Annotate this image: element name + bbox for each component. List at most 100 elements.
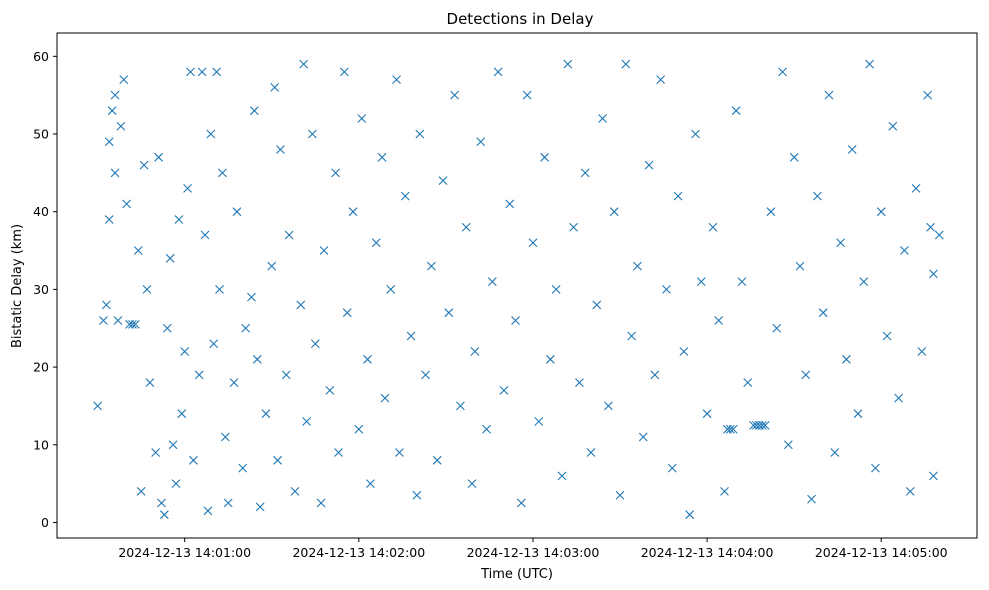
data-point [586,448,596,457]
data-point [575,378,584,388]
data-point [395,448,404,457]
data-point [534,417,544,426]
data-point [151,448,161,457]
data-point [157,498,166,508]
data-point [392,75,401,85]
data-point [189,455,198,465]
x-tick-label: 2024-12-13 14:03:00 [467,545,600,560]
data-point [934,230,944,240]
data-point [569,222,578,232]
y-tick-label: 10 [33,437,49,452]
data-point [757,420,767,430]
data-point [400,191,410,201]
data-point [354,424,364,434]
data-point [334,448,343,457]
data-point [377,152,387,162]
data-point [728,424,738,434]
data-point [232,207,242,217]
data-point [162,323,172,333]
data-point [487,277,497,287]
data-point [252,354,262,364]
data-point [281,370,291,380]
data-point [122,199,132,209]
data-point [627,331,637,341]
data-point [308,129,317,139]
data-point [871,463,880,473]
data-point [215,284,224,294]
data-point [255,502,265,512]
data-point [720,486,729,496]
data-point [667,463,677,473]
data-point [380,393,390,403]
data-point [778,67,787,77]
data-point [615,490,625,500]
data-point [598,114,608,123]
data-point [708,222,718,232]
data-point [218,168,227,178]
data-point [894,393,904,403]
data-point [905,486,915,496]
x-axis-label: Time (UTC) [480,567,553,582]
data-point [197,67,207,77]
data-point [522,90,532,100]
data-point [386,284,396,294]
data-point [110,168,120,178]
data-point [247,292,256,302]
data-point [725,424,735,434]
data-point [926,222,935,232]
data-point [679,347,689,356]
data-point [212,67,222,77]
data-point [456,401,465,411]
data-point [580,168,590,178]
x-tick-label: 2024-12-13 14:02:00 [292,545,425,560]
data-point [830,448,840,457]
data-point [110,90,120,100]
data-point [812,191,822,201]
data-point [824,90,834,100]
data-point [801,370,811,380]
data-point [493,67,503,77]
data-point [363,354,372,364]
data-point [412,490,422,500]
data-point [865,59,875,69]
data-point [499,385,509,395]
data-point [220,432,230,442]
data-point [673,191,683,201]
data-point [789,152,799,162]
data-point [702,409,712,419]
x-tick-label: 2024-12-13 14:04:00 [641,545,774,560]
data-point [760,420,770,430]
data-points [93,59,944,520]
data-point [273,455,282,465]
y-axis-label: Bistatic Delay (km) [10,224,25,348]
data-point [772,323,782,333]
data-point [604,401,613,411]
data-point [438,176,448,186]
data-point [929,269,938,279]
data-point [142,284,152,294]
data-point [592,300,602,310]
data-point [174,215,184,224]
data-point [807,494,816,504]
data-point [426,261,436,271]
data-point [415,129,425,139]
data-point [203,506,213,516]
data-point [638,432,648,442]
data-point [296,300,306,310]
data-point [116,121,126,131]
data-point [528,238,538,248]
data-point [194,370,204,380]
data-point [316,498,326,508]
data-point [107,106,117,116]
data-point [130,319,140,329]
data-point [737,277,747,287]
data-point [696,277,706,287]
data-point [270,82,280,92]
data-point [461,222,471,232]
data-point [621,59,631,69]
data-point [342,308,352,318]
data-point [467,479,477,489]
data-point [900,246,909,255]
data-point [406,331,416,341]
data-point [229,378,239,388]
